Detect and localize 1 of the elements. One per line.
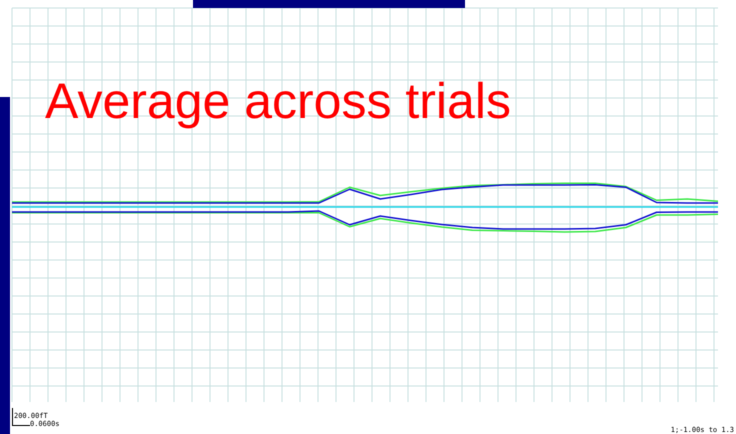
chart-title: Average across trials [45,73,511,129]
